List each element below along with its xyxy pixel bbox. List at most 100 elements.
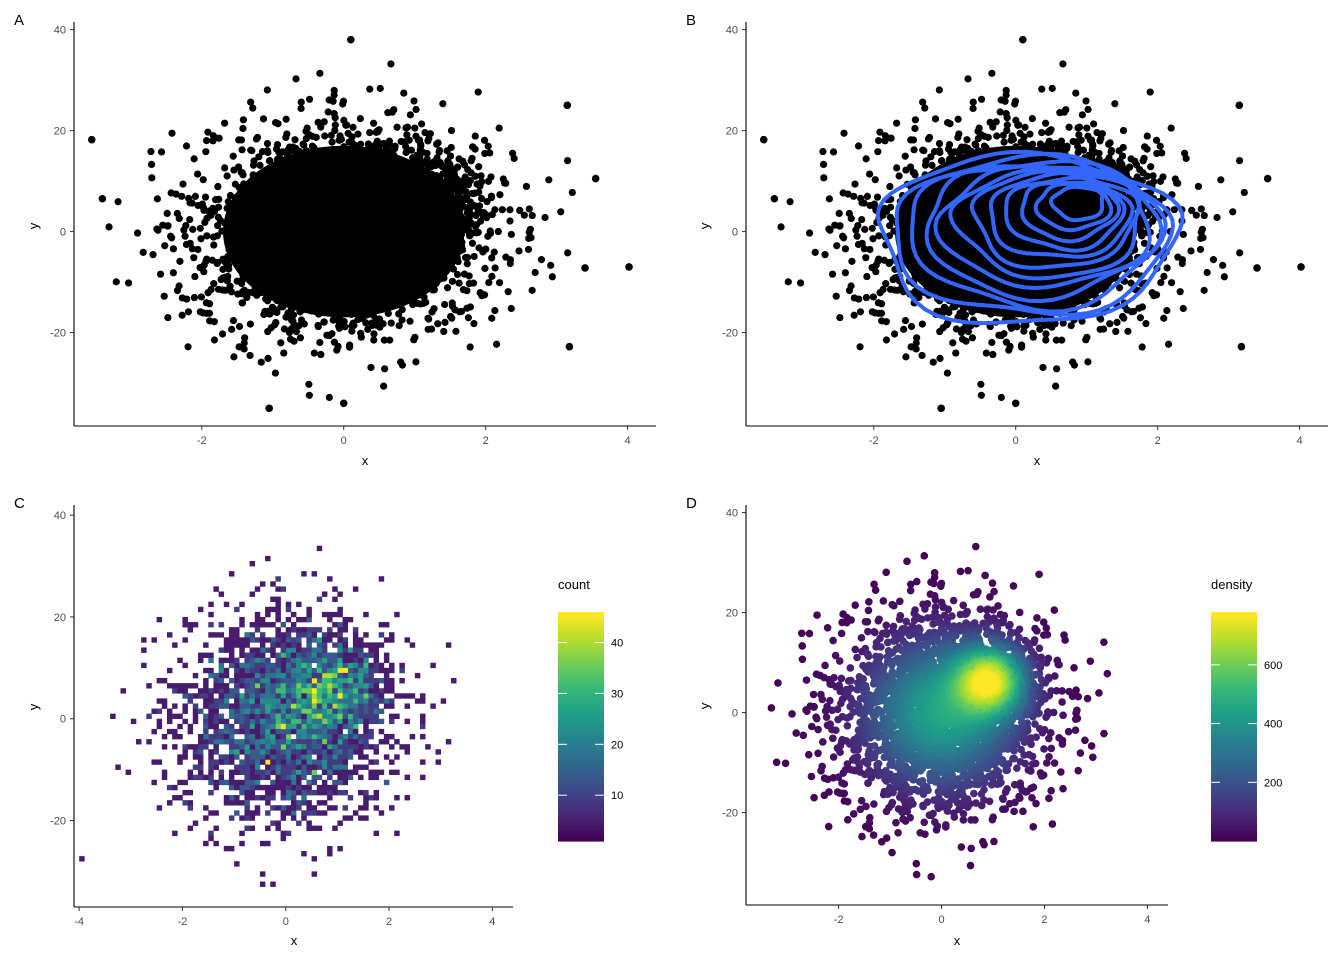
panel-a-point bbox=[416, 226, 424, 235]
panel-a-point bbox=[412, 105, 420, 114]
panel-a-point bbox=[284, 221, 293, 229]
panel-a-point bbox=[263, 139, 272, 148]
panel-a-point bbox=[234, 251, 242, 259]
panel-a-point bbox=[190, 293, 198, 302]
panel-a-point bbox=[345, 138, 353, 146]
panel-a-point bbox=[154, 226, 162, 234]
panel-a-point bbox=[323, 147, 331, 155]
panel-a-point bbox=[338, 174, 346, 182]
panel-a-point bbox=[403, 191, 412, 199]
panel-a-point bbox=[370, 336, 378, 344]
panel-a-point bbox=[272, 167, 280, 175]
panel-b-point bbox=[841, 245, 850, 253]
panel-b-point bbox=[734, 369, 741, 376]
panel-a-point bbox=[284, 214, 292, 222]
panel-a-point bbox=[277, 339, 285, 347]
panel-a-point bbox=[430, 264, 438, 272]
panel-a-point bbox=[313, 296, 322, 305]
panel-b-point bbox=[1053, 365, 1061, 373]
panel-a-point bbox=[470, 319, 478, 328]
panel-a-point bbox=[299, 227, 307, 235]
panel-a-point bbox=[283, 265, 291, 274]
panel-a-point bbox=[439, 100, 447, 108]
panel-b-point bbox=[890, 330, 899, 338]
panel-b-point bbox=[935, 86, 943, 94]
panel-a-point bbox=[231, 227, 239, 235]
panel-a-point bbox=[452, 327, 460, 335]
panel-b-point bbox=[860, 245, 868, 253]
panel-a-point bbox=[284, 313, 292, 321]
panel-a-point bbox=[299, 252, 307, 260]
panel-a-point bbox=[261, 273, 269, 281]
panel-a-point bbox=[163, 209, 171, 217]
panel-a-point bbox=[385, 154, 393, 162]
panel-a-point bbox=[246, 320, 254, 328]
panel-a-point bbox=[528, 211, 536, 220]
panel-b-point bbox=[952, 349, 960, 357]
panel-a-point bbox=[372, 145, 380, 153]
panel-a-point bbox=[359, 213, 367, 221]
panel-a-point bbox=[398, 316, 406, 324]
panel-a-point bbox=[385, 137, 394, 145]
panel-a-point bbox=[236, 214, 245, 223]
panel-a-point bbox=[238, 290, 246, 298]
panel-a-point bbox=[199, 309, 207, 317]
panel-a-point bbox=[303, 124, 311, 132]
panel-a-point bbox=[403, 284, 411, 292]
panel-a-point bbox=[416, 153, 424, 161]
panel-a-point bbox=[224, 198, 232, 206]
panel-a-point bbox=[316, 158, 325, 166]
panel-a-tag: A bbox=[14, 12, 24, 29]
panel-a-point bbox=[453, 253, 461, 262]
panel-b-point bbox=[1011, 97, 1020, 105]
panel-a-x-tick-label: 2 bbox=[483, 435, 489, 447]
panel-a-point bbox=[218, 330, 227, 338]
panel-a-point bbox=[357, 222, 365, 230]
panel-b-point bbox=[1235, 157, 1244, 165]
panel-a-point bbox=[393, 123, 401, 131]
panel-a-point bbox=[392, 238, 400, 246]
panel-a-point bbox=[300, 141, 308, 149]
panel-a-point bbox=[247, 98, 255, 106]
panel-b-point bbox=[910, 146, 918, 154]
panel-a-point bbox=[423, 200, 431, 208]
panel-a-point bbox=[396, 165, 404, 174]
panel-a-point bbox=[466, 232, 474, 240]
panel-a-point bbox=[448, 302, 457, 310]
panel-a-point bbox=[430, 286, 438, 294]
panel-a-point bbox=[506, 259, 514, 268]
panel-a-point bbox=[344, 149, 353, 157]
panel-b-point bbox=[1099, 325, 1108, 333]
panel-a-point bbox=[318, 204, 327, 212]
panel-b-point bbox=[1021, 123, 1029, 131]
panel-a-point bbox=[372, 246, 380, 254]
panel-a-point bbox=[247, 196, 255, 204]
panel-b-point bbox=[975, 202, 984, 210]
panel-a-point bbox=[199, 176, 207, 184]
panel-a-point bbox=[336, 314, 344, 322]
panel-a-point bbox=[354, 261, 362, 270]
panel-a-point bbox=[221, 119, 229, 127]
panel-b-point bbox=[1113, 318, 1121, 326]
panel-a-point bbox=[507, 304, 515, 313]
panel-a-point bbox=[365, 162, 374, 170]
panel-a-point bbox=[182, 221, 190, 230]
panel-a-point bbox=[506, 206, 514, 214]
panel-a-point bbox=[382, 166, 390, 174]
panel-a-point bbox=[484, 177, 493, 185]
panel-a-point bbox=[387, 319, 395, 327]
panel-b-point bbox=[1163, 306, 1171, 315]
panel-a-point bbox=[240, 345, 248, 353]
panel-a-point bbox=[446, 224, 455, 233]
panel-a-point bbox=[492, 340, 501, 348]
panel-a-point bbox=[363, 189, 371, 197]
panel-a-point bbox=[299, 181, 307, 189]
panel-a-point bbox=[214, 182, 222, 191]
panel-a-point bbox=[46, 272, 53, 279]
panel-b-point bbox=[833, 242, 841, 250]
panel-a-point bbox=[191, 192, 199, 200]
panel-a-point bbox=[280, 349, 288, 357]
panel-a-point bbox=[384, 109, 392, 117]
panel-b-point bbox=[828, 270, 837, 278]
panel-a-point bbox=[531, 268, 539, 277]
